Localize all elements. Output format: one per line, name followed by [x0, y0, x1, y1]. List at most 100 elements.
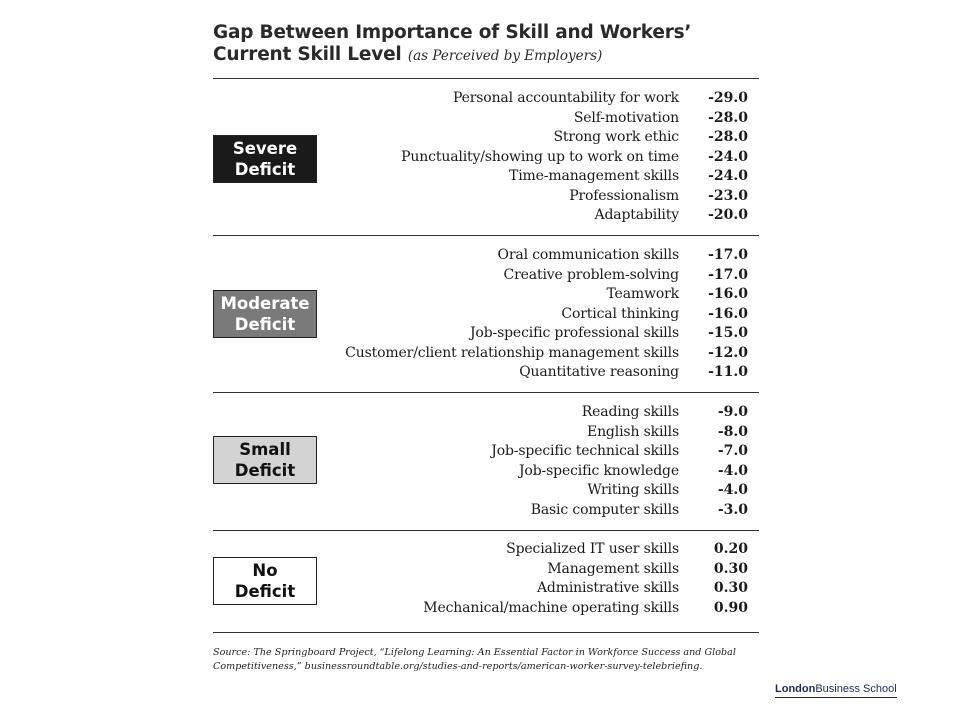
skill-gap-value: -24.0 — [708, 148, 748, 165]
title-line-2: Current Skill Level (as Perceived by Emp… — [213, 44, 773, 67]
badge-line-1: No — [252, 561, 278, 580]
logo-text: Business School — [815, 683, 897, 695]
skill-row: Personal accountability for work -29.0 — [300, 88, 760, 108]
skill-gap-value: 0.30 — [713, 580, 748, 596]
skill-gap-value: -15.0 — [708, 325, 748, 341]
badge-line-2: Deficit — [234, 582, 296, 601]
skill-name: Writing skills — [587, 482, 679, 498]
skill-name: Punctuality/showing up to work on time — [401, 148, 679, 165]
badge-line-2: Deficit — [234, 461, 296, 480]
skill-gap-value: -24.0 — [708, 168, 748, 184]
group-divider — [213, 235, 759, 236]
skill-gap-value: -4.0 — [717, 462, 748, 479]
skill-gap-value: -8.0 — [717, 423, 748, 440]
skill-gap-value: -17.0 — [708, 247, 748, 263]
skill-gap-value: -29.0 — [708, 90, 748, 106]
skill-row: Job-specific knowledge -4.0 — [300, 461, 760, 481]
logo-bold-text: London — [775, 683, 816, 695]
skill-name: Self-motivation — [573, 109, 679, 126]
skill-name: Oral communication skills — [497, 247, 680, 263]
source-line-2: Competitiveness,” businessroundtable.org… — [213, 661, 703, 672]
skill-name: Reading skills — [581, 404, 679, 420]
skill-gap-value: 0.30 — [713, 560, 748, 577]
skill-name: Teamwork — [606, 286, 679, 302]
badge-line-1: Small — [239, 440, 291, 459]
skill-gap-value: 0.90 — [713, 599, 748, 616]
skill-name: Mechanical/machine operating skills — [423, 599, 679, 616]
skill-name: Personal accountability for work — [452, 90, 679, 106]
skill-row: Job-specific technical skills -7.0 — [300, 441, 760, 461]
skill-gap-value: -28.0 — [708, 109, 748, 126]
skill-name: Administrative skills — [536, 580, 679, 596]
title-line-1: Gap Between Importance of Skill and Work… — [213, 22, 692, 43]
skill-gap-value: -12.0 — [708, 344, 748, 361]
skill-name: Adaptability — [594, 207, 680, 223]
skill-name: English skills — [587, 423, 679, 440]
badge-line-2: Deficit — [234, 315, 296, 334]
skill-row: Administrative skills 0.30 — [300, 578, 760, 598]
skill-gap-value: 0.20 — [713, 541, 748, 557]
skill-name: Quantitative reasoning — [519, 364, 679, 380]
skill-row: Self-motivation -28.0 — [300, 108, 760, 128]
skill-name: Basic computer skills — [530, 501, 679, 518]
skill-name: Professionalism — [569, 187, 679, 204]
skill-gap-value: -3.0 — [717, 501, 748, 518]
skill-name: Customer/client relationship management … — [345, 344, 679, 361]
table-title: Gap Between Importance of Skill and Work… — [213, 22, 773, 67]
badge-line-2: Deficit — [234, 160, 296, 179]
skill-gap-value: -11.0 — [708, 364, 748, 380]
skill-name: Time-management skills — [509, 168, 679, 184]
skill-row: Professionalism -23.0 — [300, 186, 760, 206]
top-rule — [213, 78, 759, 79]
skill-row: Creative problem-solving -17.0 — [300, 265, 760, 285]
skill-row: Cortical thinking -16.0 — [300, 304, 760, 324]
skill-row: Teamwork -16.0 — [300, 284, 760, 304]
skill-gap-value: -16.0 — [708, 305, 748, 322]
skill-gap-value: -20.0 — [708, 207, 748, 223]
skill-gap-value: -16.0 — [708, 286, 748, 302]
badge-line-1: Severe — [232, 139, 298, 158]
skill-row: Oral communication skills -17.0 — [300, 245, 760, 265]
skill-gap-value: -23.0 — [708, 187, 748, 204]
skill-row: Basic computer skills -3.0 — [300, 500, 760, 520]
skill-row: Management skills 0.30 — [300, 559, 760, 579]
moderate-deficit-badge: Moderate Deficit — [213, 290, 317, 338]
group-divider — [213, 392, 759, 393]
skill-row: Job-specific professional skills -15.0 — [300, 323, 760, 343]
no-deficit-badge: No Deficit — [213, 557, 317, 605]
skill-gap-value: -7.0 — [717, 443, 748, 459]
london-business-school-logo: LondonBusiness School — [775, 683, 897, 698]
skill-row: Reading skills -9.0 — [300, 402, 760, 422]
severe-deficit-badge: Severe Deficit — [213, 135, 317, 183]
title-main: Current Skill Level — [213, 44, 402, 65]
skill-name: Strong work ethic — [553, 129, 679, 145]
group-divider — [213, 530, 759, 531]
skill-row: Writing skills -4.0 — [300, 480, 760, 500]
skill-name: Job-specific knowledge — [518, 462, 679, 479]
skill-row: Adaptability -20.0 — [300, 205, 760, 225]
skill-gap-value: -9.0 — [717, 404, 748, 420]
skill-row: Mechanical/machine operating skills 0.90 — [300, 598, 760, 618]
skill-name: Creative problem-solving — [503, 266, 680, 283]
skill-name: Cortical thinking — [561, 305, 679, 322]
skill-name: Job-specific technical skills — [491, 443, 679, 459]
small-deficit-badge: Small Deficit — [213, 436, 317, 484]
skill-gap-value: -4.0 — [717, 482, 748, 498]
skill-row: Punctuality/showing up to work on time -… — [300, 147, 760, 167]
skill-row: Time-management skills -24.0 — [300, 166, 760, 186]
skill-gap-value: -28.0 — [708, 129, 748, 145]
skill-row: Specialized IT user skills 0.20 — [300, 539, 760, 559]
title-subtitle: (as Perceived by Employers) — [407, 48, 603, 64]
bottom-rule — [213, 632, 759, 633]
skill-gap-value: -17.0 — [708, 266, 748, 283]
skill-row: Strong work ethic -28.0 — [300, 127, 760, 147]
skill-name: Specialized IT user skills — [506, 541, 679, 557]
skill-row: Quantitative reasoning -11.0 — [300, 362, 760, 382]
skill-row: English skills -8.0 — [300, 422, 760, 442]
skill-name: Job-specific professional skills — [469, 325, 679, 341]
source-line-1: Source: The Springboard Project, “Lifelo… — [213, 647, 736, 658]
skill-row: Customer/client relationship management … — [300, 343, 760, 363]
skill-name: Management skills — [547, 560, 679, 577]
source-note: Source: The Springboard Project, “Lifelo… — [213, 646, 773, 674]
badge-line-1: Moderate — [220, 294, 310, 313]
